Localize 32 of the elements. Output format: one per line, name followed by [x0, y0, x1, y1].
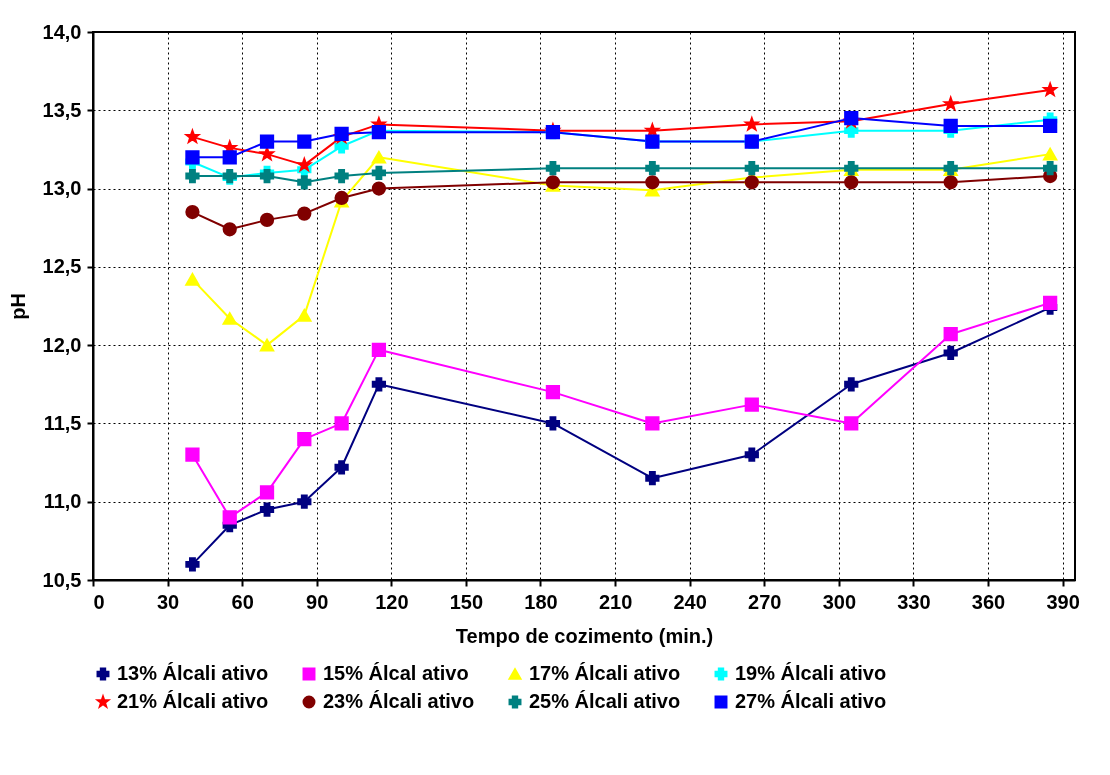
- x-tick-label: 180: [524, 590, 558, 613]
- x-tick-label: 330: [897, 590, 931, 613]
- legend-label: 23% Álcali ativo: [323, 690, 475, 712]
- x-tick-label: 360: [971, 590, 1006, 613]
- x-tick-label: 0: [93, 590, 105, 613]
- y-axis-title: pH: [6, 293, 29, 320]
- x-tick-label: 210: [598, 590, 633, 613]
- x-tick-label: 120: [375, 590, 409, 613]
- y-tick-label: 12,0: [42, 333, 82, 356]
- y-tick-label: 10,5: [42, 568, 82, 591]
- y-tick-label: 14,0: [42, 20, 82, 43]
- x-tick-label: 270: [748, 590, 782, 613]
- legend-label: 19% Álcali ativo: [735, 662, 887, 684]
- legend-label: 27% Álcali ativo: [735, 690, 887, 712]
- x-tick-label: 60: [231, 590, 254, 613]
- x-tick-label: 90: [306, 590, 329, 613]
- y-tick-label: 13,5: [42, 98, 82, 121]
- y-tick-label: 13,0: [42, 177, 82, 200]
- x-tick-label: 300: [822, 590, 857, 613]
- x-tick-label: 30: [156, 590, 180, 613]
- y-tick-label: 12,5: [42, 255, 82, 278]
- x-tick-label: 390: [1046, 590, 1080, 613]
- x-tick-label: 150: [449, 590, 484, 613]
- legend-label: 17% Álcali ativo: [529, 662, 681, 684]
- y-tick-label: 11,5: [43, 411, 82, 434]
- legend-label: 25% Álcali ativo: [529, 690, 681, 712]
- legend-label: 21% Álcali ativo: [117, 690, 269, 712]
- x-axis-title: Tempo de cozimento (min.): [455, 624, 714, 647]
- legend-label: 15% Álcal ativo: [323, 662, 469, 684]
- legend-label: 13% Álcali ativo: [117, 662, 269, 684]
- x-tick-label: 240: [673, 590, 707, 613]
- y-tick-label: 11,0: [43, 490, 82, 513]
